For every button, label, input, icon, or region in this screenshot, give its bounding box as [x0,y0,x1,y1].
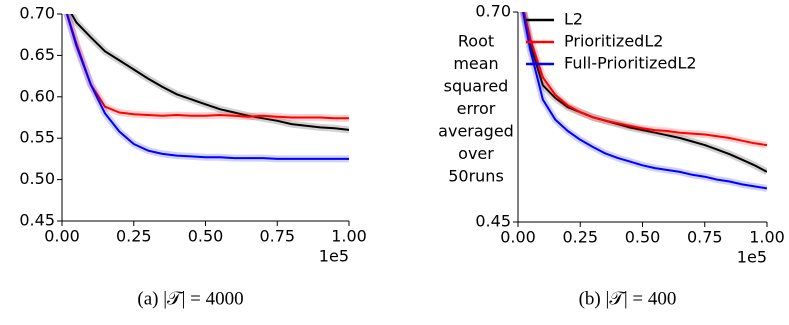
x-tick-label: 0.75 [259,227,295,246]
series-line [70,14,349,131]
y-axis-label: squared [444,77,509,96]
y-tick-label: 0.55 [19,128,55,147]
y-axis-label: Root [458,32,494,51]
series-line [65,14,349,160]
y-tick-label: 0.45 [475,212,511,231]
caption: (b) |𝒯| = 400 [579,288,677,309]
legend-label: Full-PrioritizedL2 [564,54,697,73]
x-tick-label: 0.75 [687,228,723,247]
y-axis-label: averaged [438,122,514,141]
x-tick-label: 0.50 [188,227,224,246]
x-tick-label: 0.25 [562,228,598,247]
x-tick-label: 1.00 [331,227,367,246]
x-tick-label: 1.00 [749,228,785,247]
y-axis-label: over [458,144,494,163]
y-tick-label: 0.45 [19,211,55,230]
x-tick-label: 0.00 [44,227,80,246]
series-line [522,12,767,173]
plot-area [519,12,767,192]
y-axis-label: mean [453,54,498,73]
series-line [66,14,349,120]
series-line [523,12,767,147]
x-offset-label: 1e5 [737,248,767,267]
y-tick-label: 0.70 [475,2,511,21]
confidence-band [63,14,349,163]
y-tick-label: 0.50 [19,169,55,188]
y-tick-label: 0.60 [19,86,55,105]
series-line [522,12,767,190]
y-axis-label: error [457,99,496,118]
plot-area [63,14,349,163]
x-tick-label: 0.00 [500,228,536,247]
y-tick-label: 0.70 [19,4,55,23]
x-tick-label: 0.25 [116,227,152,246]
legend-label: PrioritizedL2 [564,32,663,51]
y-axis-label: 50runs [448,167,504,186]
y-tick-label: 0.65 [19,45,55,64]
caption: (a) |𝒯| = 4000 [137,288,243,309]
confidence-band [63,14,349,122]
x-tick-label: 0.50 [625,228,661,247]
x-offset-label: 1e5 [319,247,349,266]
confidence-band [519,12,767,175]
legend-label: L2 [564,10,583,29]
